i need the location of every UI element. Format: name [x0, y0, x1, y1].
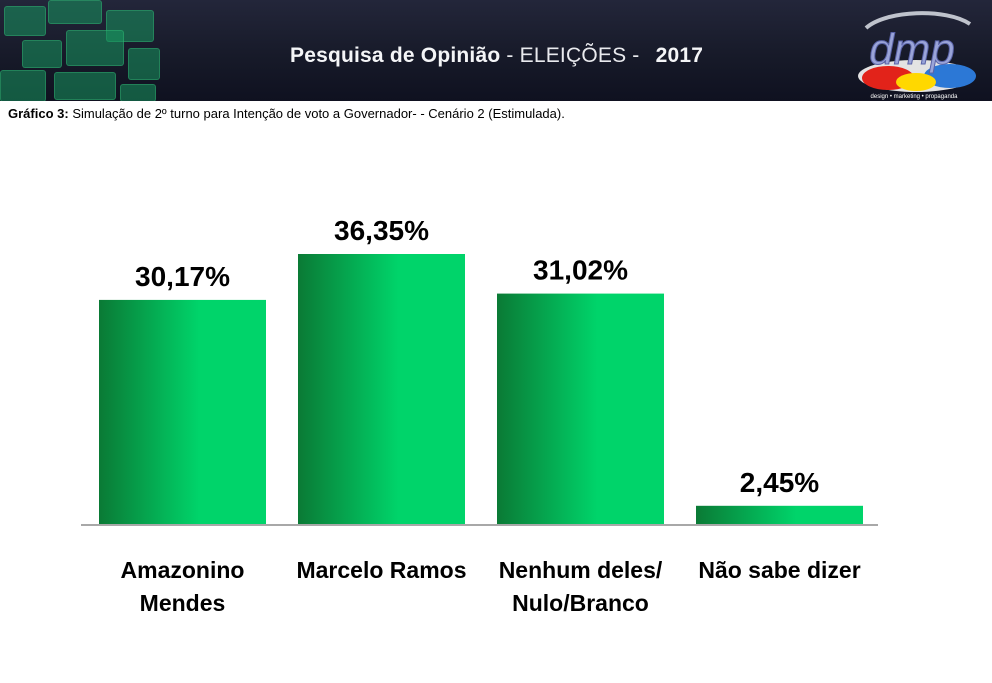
data-label: 36,35%: [334, 215, 429, 246]
category-label: Não sabe dizer: [698, 557, 860, 583]
category-label: Nulo/Branco: [512, 590, 649, 616]
decorative-tile: [48, 0, 102, 24]
header-banner: Pesquisa de Opinião - ELEIÇÕES - 2017 dm…: [0, 0, 992, 101]
banner-year: 2017: [655, 44, 704, 67]
logo-arc: [864, 11, 972, 30]
caption-text: Simulação de 2º turno para Intenção de v…: [72, 106, 565, 121]
bar: [298, 254, 465, 524]
chart-caption: Gráfico 3: Simulação de 2º turno para In…: [8, 106, 565, 121]
category-label: Mendes: [140, 590, 226, 616]
decorative-tile: [4, 6, 46, 36]
category-label: Marcelo Ramos: [296, 557, 466, 583]
bars-layer: [99, 254, 863, 524]
category-label: Nenhum deles/: [499, 557, 663, 583]
dmp-logo: dmp design • marketing • propaganda: [858, 11, 976, 100]
decorative-tile: [66, 30, 124, 66]
bar: [99, 299, 266, 524]
decorative-tile: [120, 84, 156, 101]
bar: [696, 505, 863, 524]
data-label: 31,02%: [533, 255, 628, 286]
logo-tagline: design • marketing • propaganda: [871, 94, 959, 100]
data-label: 30,17%: [135, 261, 230, 292]
labels-layer: 30,17% Amazonino Mendes 36,35% Marcelo Ramos…: [121, 215, 861, 616]
decorative-tile: [22, 40, 62, 68]
logo-yellow-shape: [896, 73, 936, 91]
data-label: 2,45%: [740, 467, 819, 498]
banner-title-main: Pesquisa de Opinião: [290, 44, 501, 67]
decorative-tile: [0, 70, 46, 101]
logo-text: dmp: [869, 25, 955, 74]
banner-title-rest: - ELEIÇÕES -: [506, 44, 640, 67]
category-label: Amazonino: [121, 557, 245, 583]
caption-label: Gráfico 3:: [8, 106, 69, 121]
decorative-tile: [54, 72, 116, 100]
banner-title: Pesquisa de Opinião - ELEIÇÕES - 2017: [290, 44, 703, 68]
decorative-tile: [128, 48, 160, 80]
bar: [497, 293, 664, 524]
logo-blue-shape: [924, 64, 976, 88]
